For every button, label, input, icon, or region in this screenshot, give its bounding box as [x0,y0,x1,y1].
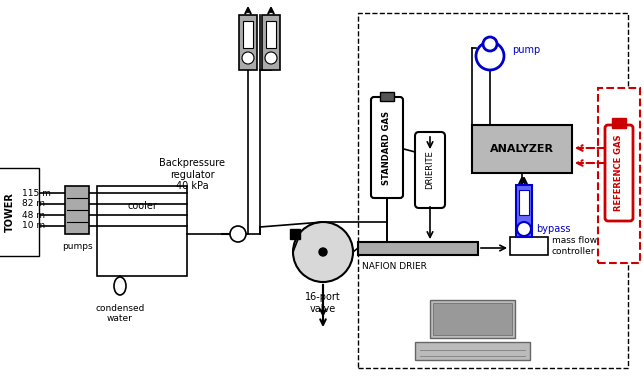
Circle shape [265,52,277,64]
Bar [415,342,530,360]
Text: cooler: cooler [127,201,157,211]
Bar [65,186,89,234]
Bar [239,15,257,70]
Text: Backpressure
regulator
40 kPa: Backpressure regulator 40 kPa [159,158,225,191]
Bar [97,186,187,276]
Bar [519,190,529,215]
Text: 48 m: 48 m [22,211,45,219]
Text: STANDARD GAS: STANDARD GAS [383,111,392,185]
Bar [612,118,626,128]
Bar [380,92,394,101]
Bar [433,303,512,335]
Text: 82 m: 82 m [22,200,45,209]
Circle shape [293,222,353,282]
Circle shape [319,248,327,256]
Bar [243,21,253,48]
Bar [598,88,640,263]
Bar [266,21,276,48]
Bar [358,242,478,255]
Bar [358,13,628,368]
Circle shape [230,226,246,242]
Bar [262,15,280,70]
Bar [472,125,572,173]
Ellipse shape [114,277,126,295]
Text: 16-port
valve: 16-port valve [305,292,341,313]
Bar [510,237,548,255]
FancyBboxPatch shape [371,97,403,198]
Text: bypass: bypass [536,224,571,234]
Circle shape [242,52,254,64]
Text: TOWER: TOWER [5,192,15,232]
Circle shape [483,37,497,51]
Text: mass flow
controller: mass flow controller [552,236,597,256]
Text: DRIERITE: DRIERITE [426,151,435,189]
Text: 10 m: 10 m [22,221,45,231]
FancyBboxPatch shape [516,185,532,237]
FancyBboxPatch shape [415,132,445,208]
Text: REFERENCE GAS: REFERENCE GAS [614,135,623,211]
Text: ANALYZER: ANALYZER [490,144,554,154]
Circle shape [517,222,531,236]
Text: pumps: pumps [62,242,92,251]
Circle shape [476,42,504,70]
Bar [430,300,515,338]
FancyBboxPatch shape [605,125,633,221]
Bar [290,229,300,239]
Text: pump: pump [512,45,540,55]
Text: 115 m: 115 m [22,188,51,197]
Text: condensed
water: condensed water [95,304,145,324]
Text: NAFION DRIER: NAFION DRIER [362,262,427,271]
